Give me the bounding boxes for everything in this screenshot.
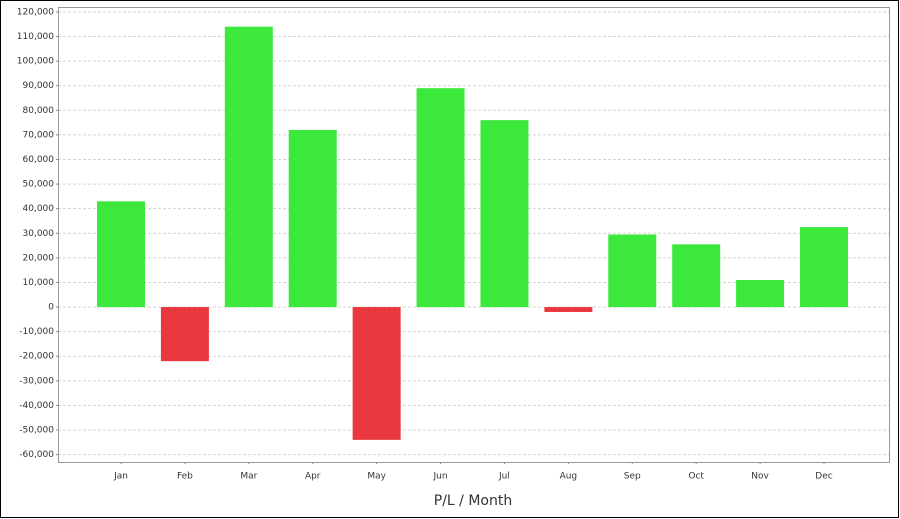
y-tick-label: -30,000 bbox=[19, 376, 54, 386]
y-tick-label: -20,000 bbox=[19, 352, 54, 362]
y-tick-label: 10,000 bbox=[23, 278, 55, 288]
x-tick-label: Jul bbox=[498, 472, 510, 482]
y-tick-label: -60,000 bbox=[19, 450, 54, 460]
y-tick-label: -10,000 bbox=[19, 327, 54, 337]
y-tick-label: 110,000 bbox=[17, 32, 54, 42]
y-tick-label: 0 bbox=[48, 303, 54, 313]
x-tick-label: May bbox=[367, 472, 386, 482]
x-tick-label: Mar bbox=[240, 472, 257, 482]
bar bbox=[160, 307, 209, 362]
y-tick-label: 100,000 bbox=[17, 57, 54, 67]
y-tick-label: 80,000 bbox=[23, 106, 55, 116]
bar bbox=[224, 26, 273, 308]
bar bbox=[288, 129, 337, 308]
y-tick-label: -50,000 bbox=[19, 426, 54, 436]
x-tick-label: Nov bbox=[751, 472, 769, 482]
bar bbox=[672, 244, 721, 308]
x-tick-label: Aug bbox=[560, 472, 578, 482]
x-tick-label: Dec bbox=[815, 472, 832, 482]
x-tick-label: Feb bbox=[177, 472, 193, 482]
x-tick-label: Jun bbox=[433, 472, 448, 482]
y-tick-label: 90,000 bbox=[23, 81, 55, 91]
x-tick-label: Apr bbox=[305, 472, 321, 482]
y-tick-label: 40,000 bbox=[23, 204, 55, 214]
x-axis-title: P/L / Month bbox=[434, 493, 512, 509]
bar bbox=[736, 280, 785, 308]
bar bbox=[97, 201, 145, 308]
plot-area bbox=[58, 7, 890, 463]
bar bbox=[544, 307, 593, 312]
y-tick-label: 50,000 bbox=[23, 180, 55, 190]
bar bbox=[352, 307, 401, 440]
y-tick-label: 70,000 bbox=[23, 130, 55, 140]
y-tick-label: 20,000 bbox=[23, 253, 55, 263]
bar bbox=[800, 227, 848, 308]
bar bbox=[416, 88, 465, 308]
x-tick-label: Oct bbox=[688, 472, 704, 482]
y-tick-label: 60,000 bbox=[23, 155, 55, 165]
y-tick-label: 120,000 bbox=[17, 7, 54, 17]
bar bbox=[608, 234, 657, 308]
bar bbox=[480, 120, 529, 308]
x-tick-label: Jan bbox=[113, 472, 128, 482]
y-tick-label: -40,000 bbox=[19, 401, 54, 411]
x-tick-label: Sep bbox=[624, 472, 641, 482]
plot-border bbox=[58, 7, 890, 463]
y-tick-label: 30,000 bbox=[23, 229, 55, 239]
